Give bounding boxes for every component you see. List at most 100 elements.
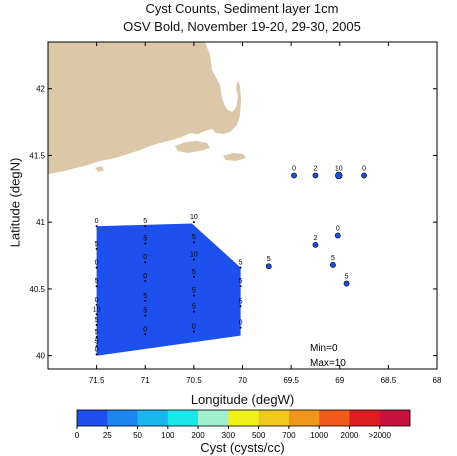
station-dot	[144, 333, 147, 336]
x-tick-label: 71.5	[89, 376, 105, 385]
station-dot	[239, 305, 242, 308]
station-value-label: 0	[143, 326, 147, 333]
y-tick-label: 41.5	[29, 151, 45, 160]
colorbar-segment	[198, 410, 229, 426]
y-tick-label: 42	[36, 85, 45, 94]
station-value-label: 5	[143, 218, 147, 225]
colorbar-label: 100	[161, 431, 175, 440]
station-value-label: 0	[292, 165, 296, 172]
station-dot	[192, 310, 195, 313]
station-marker	[343, 280, 350, 287]
station-value-label: 10	[190, 214, 198, 221]
station-value-label: 5	[143, 293, 147, 300]
x-tick-label: 68	[433, 376, 442, 385]
station-value-label: 5	[95, 329, 99, 336]
station-value-label: 5	[95, 317, 99, 324]
station-marker	[291, 172, 297, 179]
station-dot	[192, 258, 195, 261]
station-value-label: 5	[95, 338, 99, 345]
station-value-label: 5	[345, 274, 349, 281]
colorbar-label: 700	[282, 431, 296, 440]
station-dot	[192, 241, 195, 244]
marthas-vineyard	[175, 141, 210, 153]
station-dot	[144, 279, 147, 282]
station-dot	[192, 221, 195, 224]
colorbar-title: Cyst (cysts/cc)	[200, 440, 285, 455]
colorbar-segment	[228, 410, 259, 426]
station-dot	[95, 247, 98, 250]
colorbar-label: 500	[252, 431, 266, 440]
station-dot	[239, 326, 242, 329]
station-dot	[144, 225, 147, 228]
station-value-label: 5	[192, 234, 196, 241]
station-marker	[312, 172, 319, 179]
station-value-label: 5	[331, 255, 335, 262]
station-value-label: 10	[93, 306, 101, 313]
x-tick-label: 69	[335, 376, 344, 385]
station-value-label: 5	[95, 241, 99, 248]
station-value-label: 0	[95, 297, 99, 304]
colorbar-label: 25	[103, 431, 112, 440]
station-marker	[335, 171, 343, 180]
station-dot	[95, 313, 98, 316]
station-dot	[95, 335, 98, 338]
station-value-label: 0	[143, 254, 147, 261]
y-tick-label: 40	[36, 352, 45, 361]
colorbar-segment	[258, 410, 290, 426]
max-label: Max=10	[310, 358, 346, 369]
colorbar-segment	[319, 410, 350, 426]
colorbar-segment	[288, 410, 320, 426]
colorbar-label: 200	[191, 431, 205, 440]
station-dot	[95, 353, 98, 356]
x-tick-label: 71	[141, 376, 150, 385]
y-axis-label: Latitude (degN)	[7, 157, 23, 248]
station-dot	[95, 266, 98, 269]
colorbar-label: 2000	[341, 431, 359, 440]
station-value-label: 5	[192, 288, 196, 295]
station-value-label: 5	[239, 298, 243, 305]
station-value-label: 5	[192, 304, 196, 311]
station-dot	[192, 330, 195, 333]
station-value-label: 0	[239, 320, 243, 327]
station-marker	[265, 263, 272, 270]
station-dot	[95, 323, 98, 326]
station-value-label: 2	[313, 165, 317, 172]
x-tick-label: 70	[238, 376, 247, 385]
station-value-label: 10	[190, 252, 198, 259]
station-value-label: 5	[267, 256, 271, 263]
station-dot	[144, 314, 147, 317]
colorbar-segment	[137, 410, 169, 426]
block-island	[95, 166, 104, 172]
axis-ticks: 71.5 71 70.5 70 69.5 69 68.5 68 40 40.5 41 41.5 42	[29, 42, 442, 385]
station-marker	[312, 241, 319, 248]
station-dot	[239, 266, 242, 269]
station-dot	[95, 303, 98, 306]
station-value-label: 0	[143, 273, 147, 280]
colorbar-segment	[77, 410, 108, 426]
station-dot	[144, 261, 147, 264]
x-tick-label: 70.5	[186, 376, 202, 385]
station-value-label: 5	[95, 278, 99, 285]
station-value-label: 0	[336, 226, 340, 233]
colorbar: 0 25 50 100 200 300 500 700 1000 2000 >2000	[75, 409, 411, 440]
station-value-label: 0	[192, 324, 196, 331]
y-tick-label: 41	[36, 218, 45, 227]
station-dot	[192, 294, 195, 297]
colorbar-segment	[167, 410, 199, 426]
colorbar-segment	[107, 410, 138, 426]
station-dot	[144, 242, 147, 245]
colorbar-frame	[76, 409, 411, 427]
x-tick-label: 68.5	[381, 376, 397, 385]
station-marker	[334, 232, 341, 239]
colorbar-segment	[349, 410, 381, 426]
station-dot	[239, 285, 242, 288]
colorbar-label: 50	[133, 431, 142, 440]
station-dot	[144, 299, 147, 302]
colorbar-label: >2000	[368, 431, 391, 440]
colorbar-label: 0	[75, 431, 80, 440]
colorbar-segment	[379, 410, 411, 426]
station-marker	[330, 261, 336, 268]
station-value-label: 0	[95, 346, 99, 353]
station-dot	[95, 225, 98, 228]
